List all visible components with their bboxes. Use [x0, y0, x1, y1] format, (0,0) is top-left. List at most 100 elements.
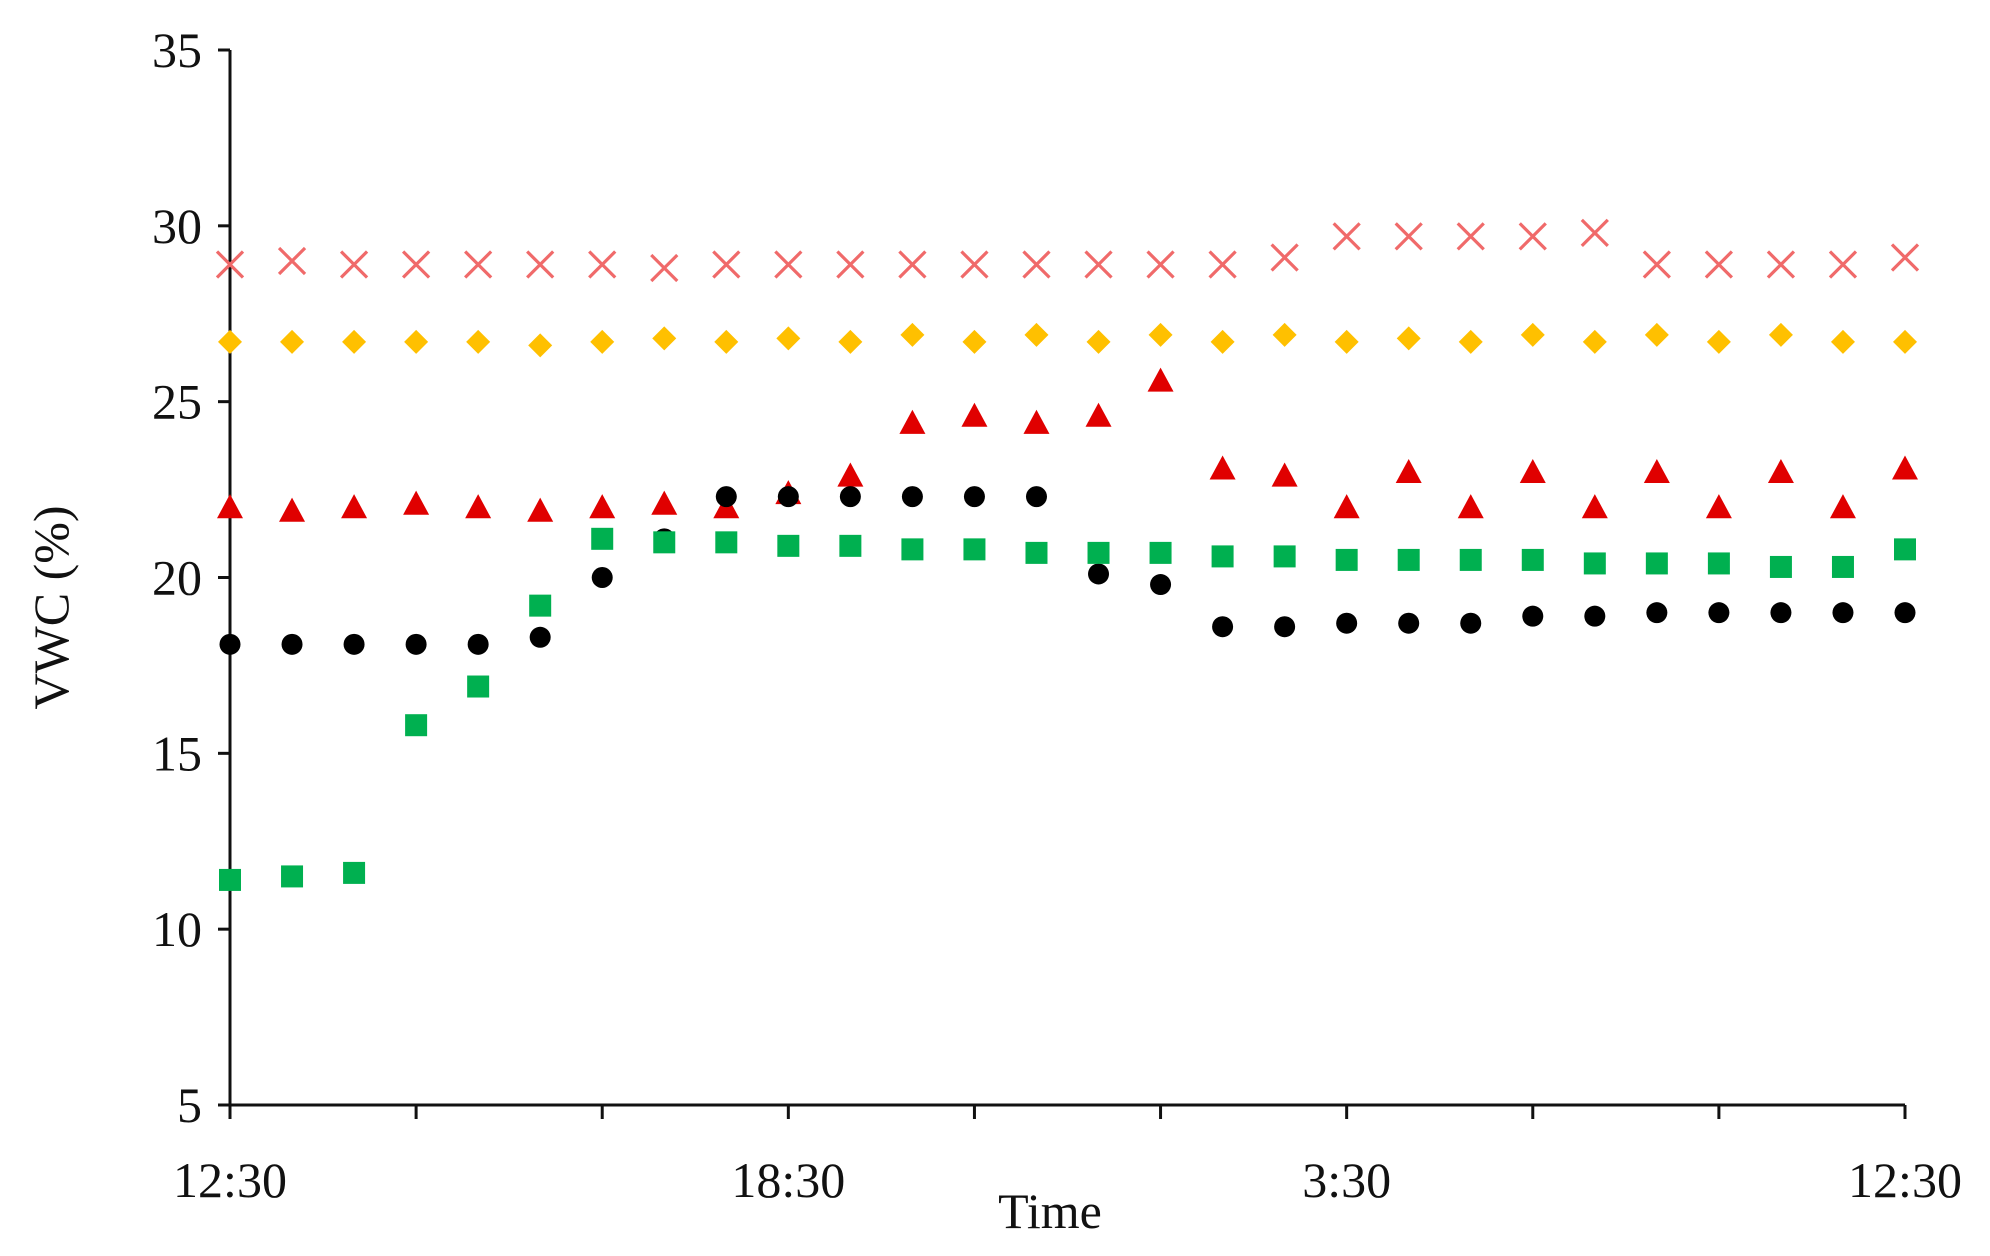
data-point-x	[401, 250, 431, 279]
data-point-circle	[219, 633, 241, 655]
data-point-x	[1022, 250, 1051, 279]
data-point-square	[1273, 545, 1296, 568]
data-point-circle	[343, 633, 365, 655]
data-point-diamond	[1396, 326, 1421, 351]
data-point-diamond	[590, 329, 615, 354]
data-point-circle	[1274, 616, 1296, 638]
data-point-square	[963, 538, 986, 561]
data-point-square	[1645, 552, 1668, 575]
data-point-triangle	[217, 494, 243, 519]
data-point-square	[1211, 545, 1234, 568]
data-point-circle	[1832, 602, 1854, 624]
y-axis-ticks: 5 10 15 20 25 30 35	[152, 22, 230, 1133]
data-point-diamond	[1893, 329, 1917, 354]
series-square	[219, 527, 1916, 891]
data-point-square	[281, 865, 304, 888]
data-point-square	[1025, 541, 1048, 564]
data-point-circle	[963, 486, 985, 508]
data-point-triangle	[961, 402, 988, 427]
x-axis-ticks: 12:30 18:30 3:30 12:30	[173, 1105, 1962, 1208]
series-diamond	[218, 322, 1917, 358]
data-point-diamond	[1210, 329, 1235, 354]
data-point-x	[1208, 250, 1237, 279]
data-point-diamond	[1582, 329, 1607, 354]
data-point-diamond	[280, 329, 305, 354]
data-point-triangle	[279, 497, 306, 522]
x-axis-title: Time	[998, 1183, 1102, 1239]
data-point-square	[1335, 548, 1358, 571]
data-point-circle	[1025, 486, 1047, 508]
data-point-diamond	[714, 329, 739, 354]
y-tick-label: 20	[152, 550, 202, 606]
data-point-triangle	[1333, 494, 1360, 519]
data-point-square	[467, 675, 490, 698]
data-point-x	[1890, 243, 1920, 272]
data-point-x	[526, 250, 555, 279]
data-point-diamond	[466, 329, 491, 354]
data-point-diamond	[1272, 322, 1297, 347]
data-point-square	[343, 861, 366, 884]
data-point-x	[774, 250, 803, 279]
data-point-x	[1270, 243, 1299, 272]
data-point-square	[405, 714, 428, 737]
data-point-square	[1521, 548, 1544, 571]
data-point-diamond	[1148, 322, 1173, 347]
data-point-circle	[467, 633, 489, 655]
data-point-triangle	[1519, 459, 1546, 484]
data-point-triangle	[403, 490, 430, 515]
data-point-circle	[529, 626, 551, 648]
data-point-circle	[1708, 602, 1730, 624]
data-point-diamond	[1644, 322, 1669, 347]
data-point-circle	[839, 486, 861, 508]
data-point-square	[1149, 541, 1172, 564]
data-point-diamond	[1024, 322, 1049, 347]
data-point-triangle	[465, 494, 492, 519]
data-point-diamond	[900, 322, 925, 347]
x-tick-label: 3:30	[1302, 1152, 1391, 1208]
y-tick-label: 10	[152, 901, 202, 957]
data-point-diamond	[838, 329, 863, 354]
y-tick-label: 35	[152, 22, 202, 78]
y-tick-label: 15	[152, 725, 202, 781]
data-point-x	[1332, 222, 1361, 251]
data-point-triangle	[1395, 459, 1422, 484]
series-x	[215, 218, 1920, 283]
data-point-triangle	[837, 462, 864, 487]
data-point-triangle	[1705, 494, 1732, 519]
series-layer	[215, 218, 1920, 891]
data-point-triangle	[1581, 494, 1608, 519]
data-point-x	[1518, 222, 1547, 251]
data-point-diamond	[1334, 329, 1359, 354]
x-tick-label: 12:30	[173, 1152, 287, 1208]
data-point-triangle	[1147, 367, 1174, 392]
axes	[228, 50, 1905, 1107]
data-point-circle	[715, 486, 737, 508]
data-point-circle	[405, 633, 427, 655]
data-point-square	[1769, 555, 1792, 578]
data-point-triangle	[1767, 459, 1794, 484]
data-point-circle	[1522, 605, 1544, 627]
data-point-triangle	[1643, 459, 1670, 484]
data-point-triangle	[899, 409, 926, 434]
x-tick-label: 18:30	[731, 1152, 845, 1208]
data-point-square	[1894, 538, 1916, 561]
data-point-x	[1084, 250, 1113, 279]
data-point-x	[1580, 218, 1609, 247]
data-point-circle	[1894, 602, 1916, 624]
data-point-square	[839, 534, 862, 557]
data-point-diamond	[218, 329, 242, 354]
data-point-diamond	[1458, 329, 1483, 354]
data-point-x	[277, 246, 307, 276]
data-point-x	[464, 250, 493, 279]
data-point-x	[836, 250, 865, 279]
data-point-circle	[1770, 602, 1792, 624]
data-point-square	[715, 531, 738, 554]
data-point-circle	[777, 486, 799, 508]
data-point-diamond	[404, 329, 429, 354]
data-point-x	[339, 250, 369, 279]
data-point-square	[1831, 555, 1854, 578]
data-point-diamond	[1520, 322, 1545, 347]
data-point-square	[1087, 541, 1110, 564]
data-point-circle	[1150, 574, 1172, 596]
data-point-x	[1828, 250, 1858, 279]
